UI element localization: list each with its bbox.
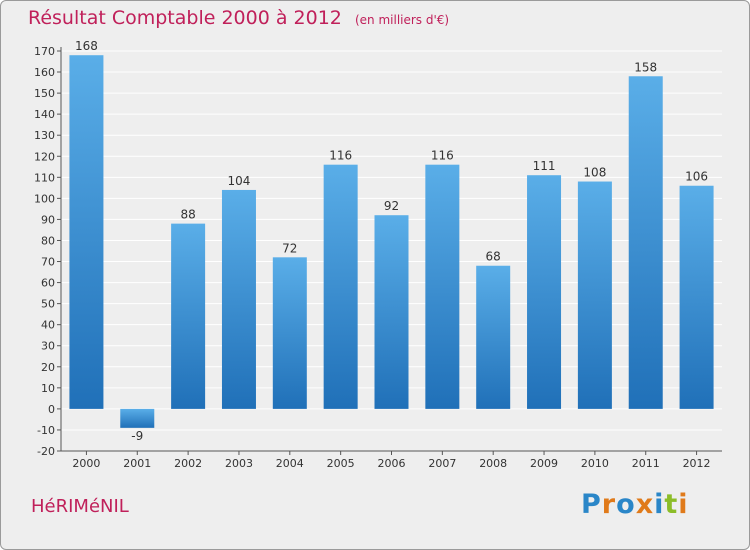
x-tick-label: 2006 — [378, 457, 406, 470]
y-tick-label: 140 — [34, 108, 55, 121]
y-tick-label: 80 — [41, 234, 55, 247]
logo-letter: x — [635, 489, 655, 520]
y-tick-label: 50 — [41, 298, 55, 311]
proxiti-logo[interactable]: Proxiti — [581, 489, 689, 520]
bar — [171, 223, 206, 409]
y-tick-label: -10 — [37, 424, 55, 437]
y-tick-label: 110 — [34, 171, 55, 184]
bar-value-label: 72 — [282, 241, 297, 255]
y-tick-label: 90 — [41, 213, 55, 226]
bar — [323, 164, 358, 409]
bar — [628, 76, 663, 409]
x-tick-label: 2003 — [225, 457, 253, 470]
y-tick-label: 10 — [41, 382, 55, 395]
logo-letter: P — [581, 489, 602, 520]
x-tick-label: 2002 — [174, 457, 202, 470]
bar — [527, 175, 562, 409]
commune-name: HéRIMéNIL — [31, 496, 129, 517]
x-tick-label: 2011 — [632, 457, 660, 470]
x-tick-label: 2012 — [683, 457, 711, 470]
logo-letter: i — [654, 489, 665, 520]
bar — [69, 55, 104, 409]
x-tick-label: 2009 — [530, 457, 558, 470]
bar-value-label: 116 — [329, 149, 352, 163]
bar-value-label: 106 — [685, 170, 708, 184]
y-tick-label: 120 — [34, 150, 55, 163]
y-tick-label: 170 — [34, 45, 55, 58]
logo-letter: r — [601, 489, 617, 520]
bar-value-label: -9 — [131, 429, 143, 443]
x-tick-label: 2007 — [428, 457, 456, 470]
y-tick-label: 40 — [41, 319, 55, 332]
bar — [221, 189, 256, 409]
bar-value-label: 116 — [431, 149, 454, 163]
bar-value-label: 92 — [384, 199, 399, 213]
y-tick-label: 160 — [34, 66, 55, 79]
bar — [679, 185, 714, 409]
bar — [272, 257, 307, 409]
y-tick-label: 100 — [34, 192, 55, 205]
y-tick-label: 130 — [34, 129, 55, 142]
logo-letter: t — [664, 489, 679, 520]
y-tick-label: 70 — [41, 256, 55, 269]
chart-subtitle: (en milliers d'€) — [354, 13, 450, 27]
x-tick-label: 2000 — [72, 457, 100, 470]
y-tick-label: 20 — [41, 361, 55, 374]
y-tick-label: 150 — [34, 87, 55, 100]
bar-value-label: 158 — [634, 60, 657, 74]
title-row: Résultat Comptable 2000 à 2012 (en milli… — [28, 7, 449, 29]
bar — [476, 265, 511, 409]
bar-value-label: 168 — [75, 39, 98, 53]
bar — [577, 181, 612, 409]
y-tick-label: 0 — [48, 403, 55, 416]
x-tick-label: 2004 — [276, 457, 304, 470]
logo-letter: i — [678, 489, 689, 520]
bar-value-label: 108 — [583, 166, 606, 180]
bar-value-label: 88 — [180, 208, 195, 222]
chart-title: Résultat Comptable 2000 à 2012 — [28, 7, 342, 29]
bar-value-label: 68 — [486, 250, 501, 264]
bar-value-label: 111 — [533, 159, 556, 173]
y-tick-label: -20 — [37, 445, 55, 458]
x-tick-label: 2001 — [123, 457, 151, 470]
y-tick-label: 60 — [41, 277, 55, 290]
bar — [374, 215, 409, 409]
y-tick-label: 30 — [41, 340, 55, 353]
x-tick-label: 2010 — [581, 457, 609, 470]
x-tick-label: 2008 — [479, 457, 507, 470]
bar-value-label: 104 — [228, 174, 251, 188]
bar — [425, 164, 460, 409]
bar — [120, 408, 155, 428]
x-tick-label: 2005 — [327, 457, 355, 470]
logo-letter: o — [616, 489, 636, 520]
